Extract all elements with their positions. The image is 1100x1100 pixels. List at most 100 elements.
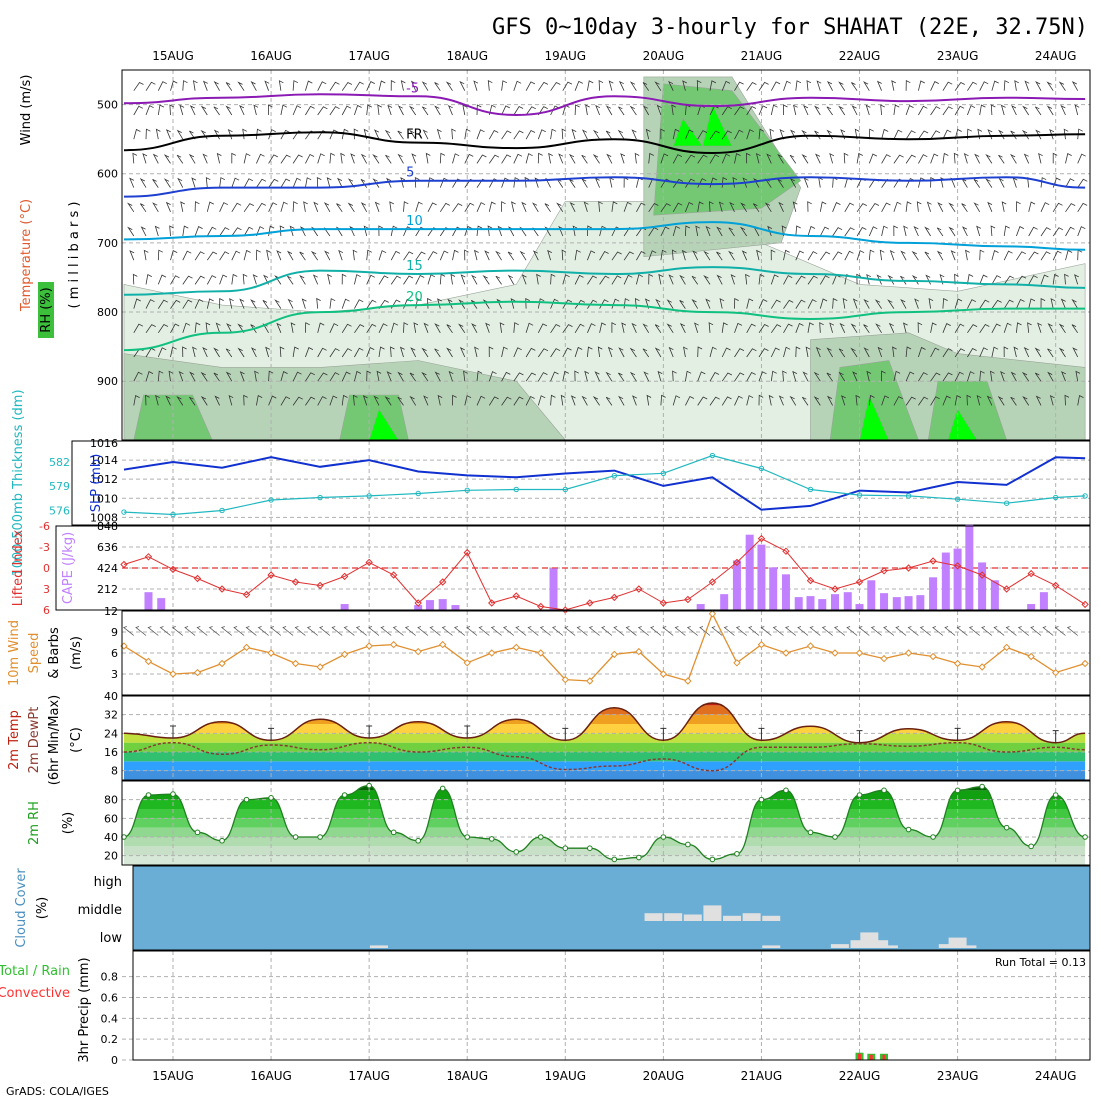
wind-barb [954,298,963,309]
wind-barb [390,250,401,261]
wind-barb [537,152,543,164]
wind-barb [843,152,849,164]
wind-barb [924,226,931,237]
wind-speed-point [684,677,692,685]
wind-barb [695,225,701,237]
wind-barb [403,275,414,285]
wind-barb [384,396,392,406]
wind-barb [764,202,772,213]
wind-barb [168,370,174,382]
wind-barb [598,80,604,91]
tick-label: 40 [104,831,118,844]
cloud-low-bar [938,944,957,948]
wind-barb [658,273,664,285]
wind-barb [618,347,625,358]
tick-label: 424 [97,562,118,575]
surface-wind-barb [625,626,637,636]
axis-label: Wind (m/s) [19,75,34,146]
wind-barb [243,249,251,261]
surface-wind-barb [502,626,515,636]
panel-frame [121,69,1091,441]
isotherm-line [123,221,1086,251]
rh-band [123,837,1086,847]
wind-barb [979,323,990,334]
wind-barb [807,299,817,309]
wind-barb [1047,371,1054,382]
wind-barb [758,128,765,140]
wind-barb [447,104,453,116]
wind-barb [374,201,380,212]
wind-barb [1077,395,1084,406]
wind-barb [421,106,429,116]
wind-barb [893,154,904,164]
wind-barb [366,323,377,334]
wind-barb [942,152,949,164]
wind-barb [682,80,687,91]
wind-barb [1023,347,1030,358]
wind-barb [587,225,592,237]
wind-barb [918,154,928,164]
cape-bar [696,604,705,610]
wind-barb [954,273,959,285]
thickness-point [1082,493,1088,499]
wind-barb [1016,322,1022,333]
rh-point [856,792,863,798]
rh-point [881,787,887,794]
lifted-index-point [512,592,520,600]
axis-label: 10m Wind [7,620,22,686]
wind-barb [292,346,299,358]
wind-speed-point [218,659,226,668]
wind-barb [390,80,396,91]
wind-barb [961,203,968,213]
rh-point [1082,834,1088,840]
wind-barb [918,177,925,188]
wind-barb [464,395,472,406]
wind-barb [793,104,798,116]
wind-barb [813,396,821,406]
wind-barb [1046,105,1054,116]
wind-barb [746,371,756,382]
wind-barb [634,152,640,164]
wind-barb [352,394,358,406]
axis-label: (%) [35,897,50,920]
wind-barb [354,324,365,334]
wind-barb [219,251,230,261]
wind-barb [685,395,695,406]
cape-bar [916,595,925,610]
wind-barb [231,177,240,188]
credit-label: GrADS: COLA/IGES [6,1085,109,1098]
wind-barb [476,154,487,164]
wind-barb [887,274,895,285]
wind-barb [758,348,769,358]
wind-speed-point [806,642,815,650]
rh-point [415,837,421,844]
lifted-index-point [708,578,717,586]
wind-barb [679,322,686,333]
wind-barb [709,201,714,212]
wind-barb [1023,153,1030,164]
series-thickness [123,454,1086,516]
wind-barb [856,152,863,164]
wind-barb [292,154,303,164]
wind-barb [192,80,198,91]
surface-wind-barb [907,626,919,636]
rh-region-dark [653,83,802,216]
wind-speed-point [537,649,545,657]
wind-barb [778,201,784,212]
cape-bar [1027,604,1036,610]
wind-barb [354,370,362,382]
wind-barb [488,154,500,164]
wind-barb [513,177,520,188]
wind-speed-point [1081,659,1089,668]
wind-barb [574,299,585,309]
wind-barb [569,201,576,212]
wind-barb [881,395,890,406]
wind-barb [399,346,405,358]
wind-barb [1060,298,1066,309]
wind-barb [734,81,744,91]
wind-barb [734,395,743,406]
wind-barb [709,346,717,358]
wind-speed-point [267,649,275,657]
wind-barb [340,152,345,164]
wind-barb [537,129,546,140]
